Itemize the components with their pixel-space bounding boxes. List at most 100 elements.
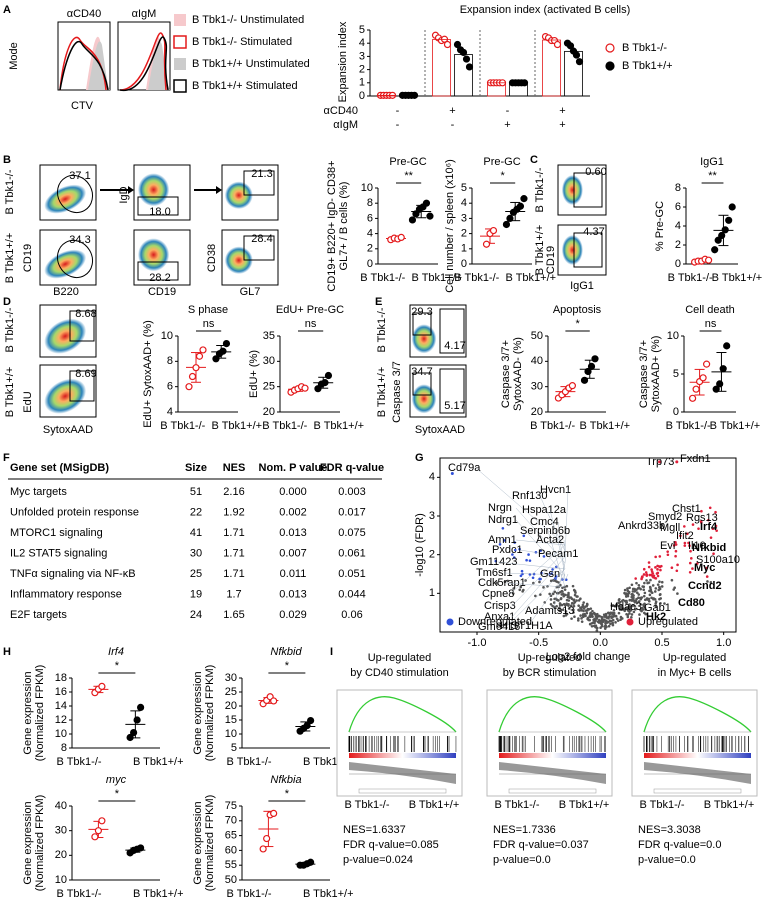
gene-point <box>628 612 631 615</box>
gene-point <box>658 597 661 601</box>
y-tick-label: 0 <box>675 258 681 270</box>
gene-point <box>630 616 633 619</box>
gene-point <box>630 613 634 616</box>
axis-label: GL7 <box>240 286 261 298</box>
gate-value: 34.7 <box>411 366 432 378</box>
condition-value: - <box>396 119 400 131</box>
data-point <box>397 233 405 241</box>
gene-point <box>637 596 640 600</box>
gene-point <box>495 581 499 585</box>
gate-value: 5.17 <box>444 400 465 412</box>
group-label: B Tbk1+/+ <box>409 799 460 811</box>
gene-point <box>709 581 713 584</box>
gene-point <box>637 600 641 603</box>
gene-point <box>542 555 546 558</box>
gene-point <box>714 524 718 528</box>
gene-point <box>559 608 563 612</box>
x-tick-label: 1.0 <box>716 637 731 649</box>
mean-bar <box>564 50 583 97</box>
group-label: B Tbk1+/+ <box>580 420 631 432</box>
gene-point <box>502 539 506 542</box>
gene-point <box>705 575 709 578</box>
table-cell: E2F targets <box>10 609 67 621</box>
significance-label: * <box>285 788 290 800</box>
data-point <box>462 55 471 63</box>
gene-point <box>579 614 582 617</box>
gene-point <box>534 550 538 554</box>
gene-point <box>613 604 617 608</box>
gene-point <box>608 619 612 623</box>
gene-point <box>590 612 593 616</box>
axis-label: EdU <box>22 391 34 412</box>
gene-point <box>597 614 601 618</box>
gene-label: Ndrg1 <box>488 514 518 526</box>
legend-marker <box>605 61 615 71</box>
data-point <box>728 203 736 211</box>
data-point <box>489 226 498 235</box>
gene-point <box>654 605 658 609</box>
condition-value: - <box>451 119 455 131</box>
data-point <box>263 834 271 843</box>
gene-point <box>683 544 687 547</box>
significance-label: ** <box>708 170 717 182</box>
condition-value: - <box>506 105 510 117</box>
gene-point <box>659 593 662 596</box>
data-point <box>98 682 106 691</box>
gene-point <box>675 569 679 573</box>
table-header: FDR q-value <box>320 462 384 474</box>
gene-point <box>659 568 662 572</box>
gsea-title: Up-regulated <box>663 652 727 664</box>
legend-swatch <box>174 14 186 26</box>
gsea-stat: p-value=0.0 <box>638 854 696 866</box>
y-tick-label: 75 <box>225 800 237 812</box>
data-point <box>716 380 724 388</box>
gene-point <box>570 617 573 620</box>
legend-swatch <box>174 58 186 70</box>
data-point <box>553 40 562 49</box>
legend-marker <box>446 618 454 626</box>
gene-point <box>567 607 571 610</box>
data-point <box>98 817 106 825</box>
y-axis-label: (Normalized FPKM) <box>34 795 46 892</box>
gene-point <box>707 518 710 522</box>
legend-strip <box>653 788 742 794</box>
gene-point <box>635 597 638 601</box>
mean-bar <box>542 39 561 97</box>
data-point <box>324 371 333 380</box>
gene-point <box>580 620 584 623</box>
gene-label: Hdac3 <box>610 601 642 613</box>
gene-point <box>571 584 575 588</box>
y-tick-label: 16 <box>55 686 67 698</box>
gene-point <box>521 572 524 576</box>
gene-point <box>657 565 661 568</box>
gene-point <box>591 609 594 613</box>
table-cell: 0.017 <box>338 506 366 518</box>
gene-point <box>672 544 676 547</box>
gene-point <box>645 579 648 582</box>
gene-point <box>689 549 692 553</box>
y-tick-label: 14 <box>55 700 67 712</box>
condition-label: αIgM <box>333 119 358 131</box>
axis-label: SytoxAAD <box>43 424 93 436</box>
plot-title: Cell death <box>685 304 735 316</box>
gene-point <box>649 590 653 593</box>
gene-point <box>559 603 563 607</box>
gene-point <box>676 563 679 567</box>
data-point <box>566 42 575 50</box>
gene-label: Rnf130 <box>512 490 547 502</box>
gene-label: Gm11423 <box>470 556 518 568</box>
gene-point <box>551 604 554 608</box>
legend-label: B Tbk1+/+ Stimulated <box>192 80 298 92</box>
key-gene-label: Nfkbid <box>692 542 726 554</box>
gene-point <box>660 580 664 584</box>
gene-point <box>595 617 599 620</box>
y-axis-label: % Pre-GC <box>654 201 666 251</box>
gene-point <box>644 571 648 574</box>
enrichment-curve <box>348 696 457 733</box>
gate <box>137 261 179 281</box>
gene-point <box>616 619 620 622</box>
gene-point <box>628 598 632 602</box>
flow-density <box>44 249 87 279</box>
gene-point <box>618 600 622 604</box>
